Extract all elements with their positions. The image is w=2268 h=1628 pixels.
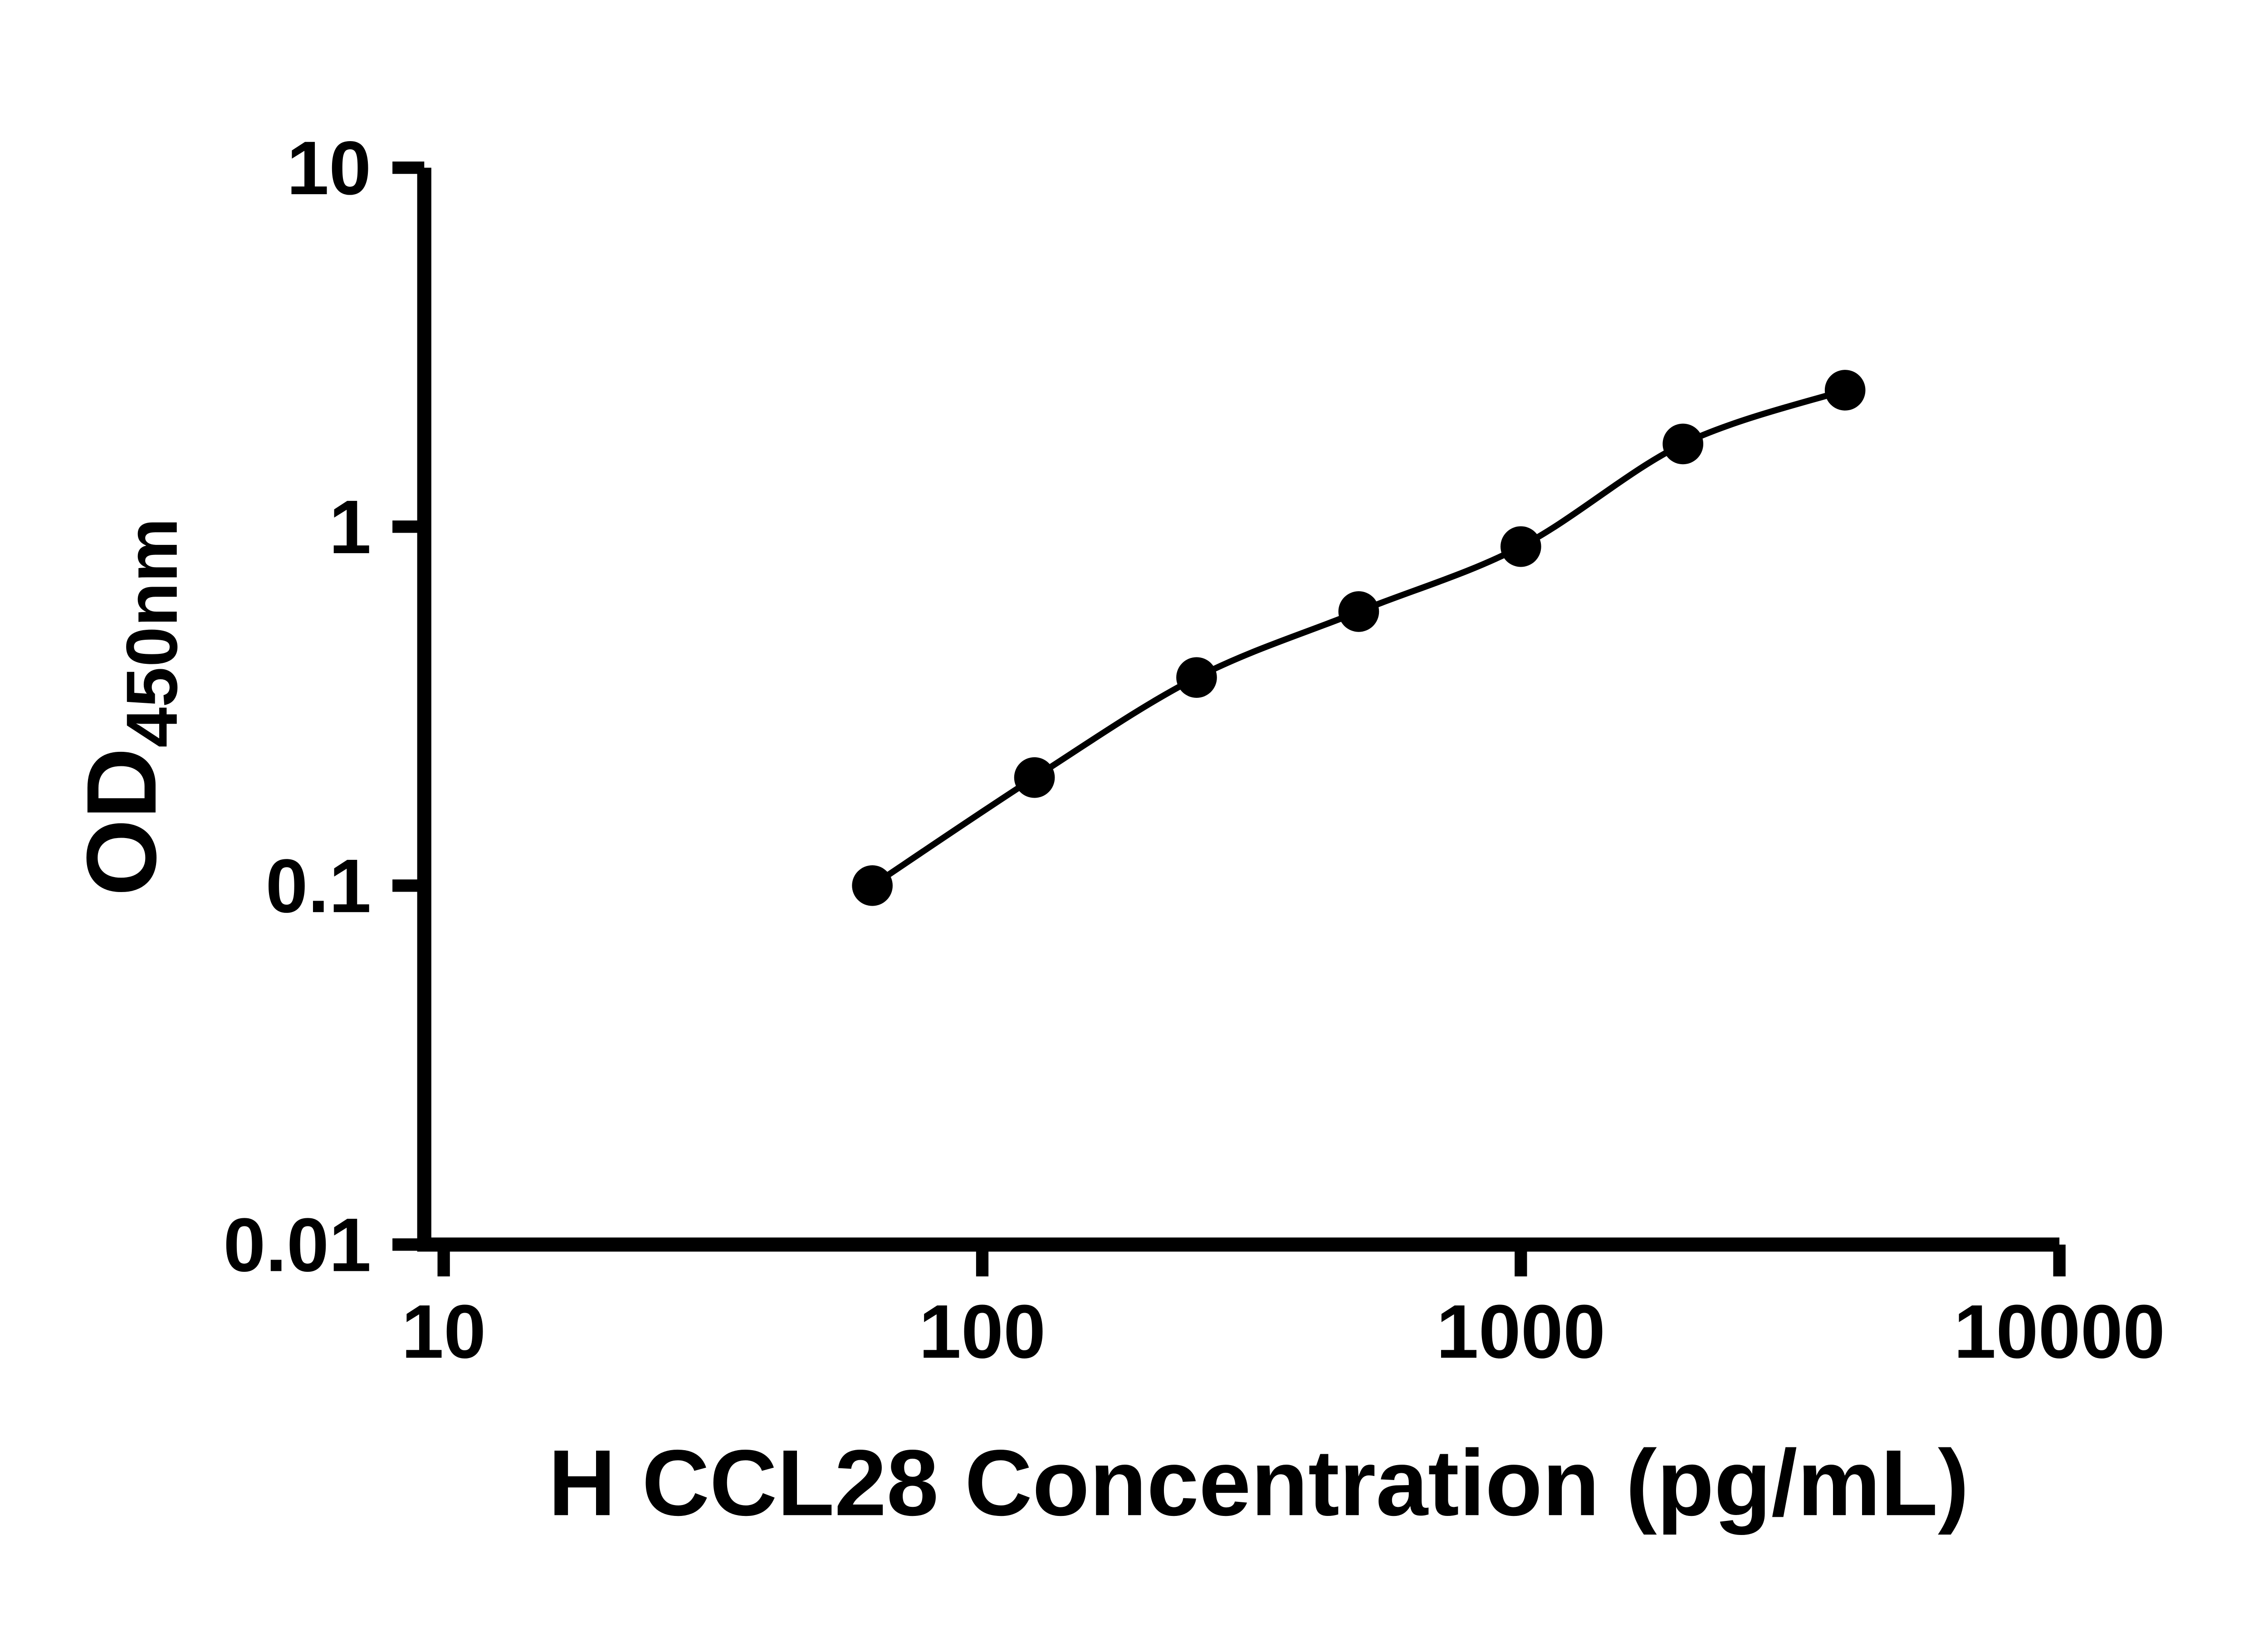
fit-curve <box>870 387 1846 888</box>
y-tick-label: 1 <box>329 484 371 569</box>
axes <box>417 167 2060 1252</box>
x-tick-label: 10 <box>401 1289 486 1374</box>
data-point <box>1662 423 1704 465</box>
x-tick-label: 100 <box>919 1289 1046 1374</box>
data-point <box>1824 370 1866 411</box>
data-point <box>1014 757 1055 798</box>
y-tick-label: 10 <box>287 125 371 211</box>
x-tick-label: 1000 <box>1436 1289 1605 1374</box>
y-axis-label: OD450nm <box>66 518 192 896</box>
y-axis-label-main: OD <box>66 748 177 896</box>
data-point <box>1176 657 1217 698</box>
x-tick-label: 10000 <box>1954 1289 2165 1374</box>
y-axis-label-subscript: 450nm <box>111 518 192 747</box>
data-point <box>852 865 893 906</box>
data-point <box>1338 591 1379 632</box>
y-tick-label: 0.01 <box>223 1202 371 1287</box>
x-axis-label: H CCL28 Concentration (pg/mL) <box>548 1430 1969 1535</box>
data-point <box>1501 526 1541 567</box>
plot-layer: 10 100 1000 10000 0.01 0.1 1 10 <box>223 125 2165 1374</box>
y-tick-label: 0.1 <box>265 843 371 928</box>
